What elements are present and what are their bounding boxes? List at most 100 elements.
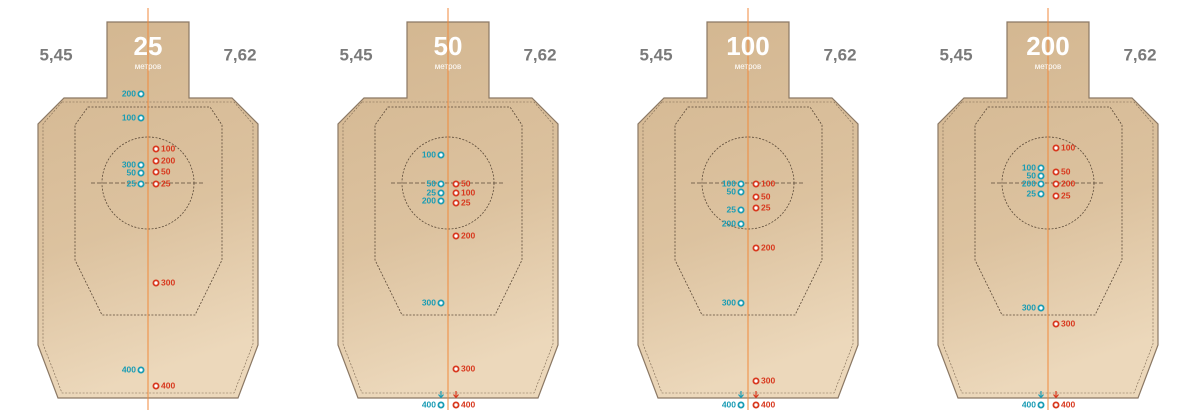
impact-label: 200	[161, 155, 175, 165]
impact-ring	[152, 168, 160, 176]
impact-label: 100	[422, 149, 436, 159]
arrow	[438, 391, 444, 399]
impact-ring	[137, 90, 145, 98]
distance-unit: метров	[435, 62, 462, 71]
impact-ring	[152, 157, 160, 165]
impact-label: 50	[427, 178, 437, 188]
impact-ring	[1052, 180, 1060, 188]
impact-label: 200	[122, 88, 136, 98]
impact-ring	[137, 169, 145, 177]
impact-label: 200	[1061, 178, 1075, 188]
caliber-label: 5,45	[39, 45, 72, 64]
outer-dash	[942, 101, 1154, 394]
impact-ring	[737, 299, 745, 307]
impact-ring	[752, 193, 760, 201]
impact-ring	[737, 188, 745, 196]
impact-ring	[452, 199, 460, 207]
impact-ring	[452, 365, 460, 373]
impact-ring	[737, 401, 745, 409]
impact-ring	[737, 180, 745, 188]
impact-label: 400	[122, 364, 136, 374]
outer-dash	[42, 101, 254, 394]
impact-ring	[1037, 401, 1045, 409]
impact-ring	[437, 197, 445, 205]
impact-ring	[1037, 180, 1045, 188]
impact-label: 50	[727, 186, 737, 196]
impact-label: 400	[1061, 399, 1075, 409]
impact-ring	[437, 151, 445, 159]
distance-unit: метров	[1035, 62, 1062, 71]
arrow	[753, 391, 759, 399]
impact-ring	[1052, 192, 1060, 200]
impact-ring	[152, 180, 160, 188]
impact-label: 25	[1061, 190, 1071, 200]
impact-ring	[1052, 168, 1060, 176]
impact-label: 100	[461, 187, 475, 197]
caliber-label: 7,62	[223, 45, 256, 64]
arrow	[738, 391, 744, 399]
inner-zone	[674, 106, 823, 316]
impact-ring	[1037, 190, 1045, 198]
impact-label: 25	[161, 178, 171, 188]
impact-label: 25	[727, 204, 737, 214]
outer-dash	[642, 101, 854, 394]
impact-label: 300	[422, 297, 436, 307]
impact-ring	[137, 180, 145, 188]
impact-ring	[137, 114, 145, 122]
impact-label: 200	[422, 195, 436, 205]
impact-ring	[452, 189, 460, 197]
impact-label: 300	[161, 277, 175, 287]
impact-label: 400	[1022, 399, 1036, 409]
impact-ring	[452, 180, 460, 188]
caliber-label: 7,62	[523, 45, 556, 64]
impact-label: 25	[127, 178, 137, 188]
impact-label: 400	[161, 380, 175, 390]
impact-label: 50	[461, 178, 471, 188]
impact-label: 200	[761, 242, 775, 252]
impact-label: 50	[161, 166, 171, 176]
impact-label: 200	[461, 230, 475, 240]
arrow	[1053, 391, 1059, 399]
impact-label: 50	[1061, 166, 1071, 176]
impact-ring	[737, 206, 745, 214]
impact-ring	[1052, 144, 1060, 152]
impact-label: 300	[461, 363, 475, 373]
impact-ring	[437, 180, 445, 188]
impact-ring	[437, 299, 445, 307]
impact-label: 200	[1022, 178, 1036, 188]
caliber-label: 7,62	[823, 45, 856, 64]
inner-zone	[974, 106, 1123, 316]
impact-label: 300	[1022, 302, 1036, 312]
caliber-label: 5,45	[639, 45, 672, 64]
impact-ring	[1052, 401, 1060, 409]
impact-label: 300	[1061, 318, 1075, 328]
distance-unit: метров	[135, 62, 162, 71]
impact-label: 100	[722, 178, 736, 188]
impact-ring	[752, 244, 760, 252]
impact-label: 200	[722, 218, 736, 228]
impact-ring	[1037, 304, 1045, 312]
impact-label: 50	[127, 167, 137, 177]
impact-label: 300	[122, 159, 136, 169]
impact-ring	[737, 220, 745, 228]
impact-ring	[752, 401, 760, 409]
impact-ring	[137, 366, 145, 374]
distance: 100	[726, 31, 769, 61]
impact-label: 400	[461, 399, 475, 409]
impact-ring	[752, 377, 760, 385]
impact-label: 300	[722, 297, 736, 307]
impact-label: 25	[427, 187, 437, 197]
distance-unit: метров	[735, 62, 762, 71]
impact-label: 400	[722, 399, 736, 409]
impact-ring	[1037, 164, 1045, 172]
impact-ring	[752, 204, 760, 212]
impact-ring	[152, 279, 160, 287]
impact-label: 100	[761, 178, 775, 188]
impact-ring	[1052, 320, 1060, 328]
impact-label: 100	[1022, 162, 1036, 172]
impact-label: 100	[161, 143, 175, 153]
distance: 200	[1026, 31, 1069, 61]
